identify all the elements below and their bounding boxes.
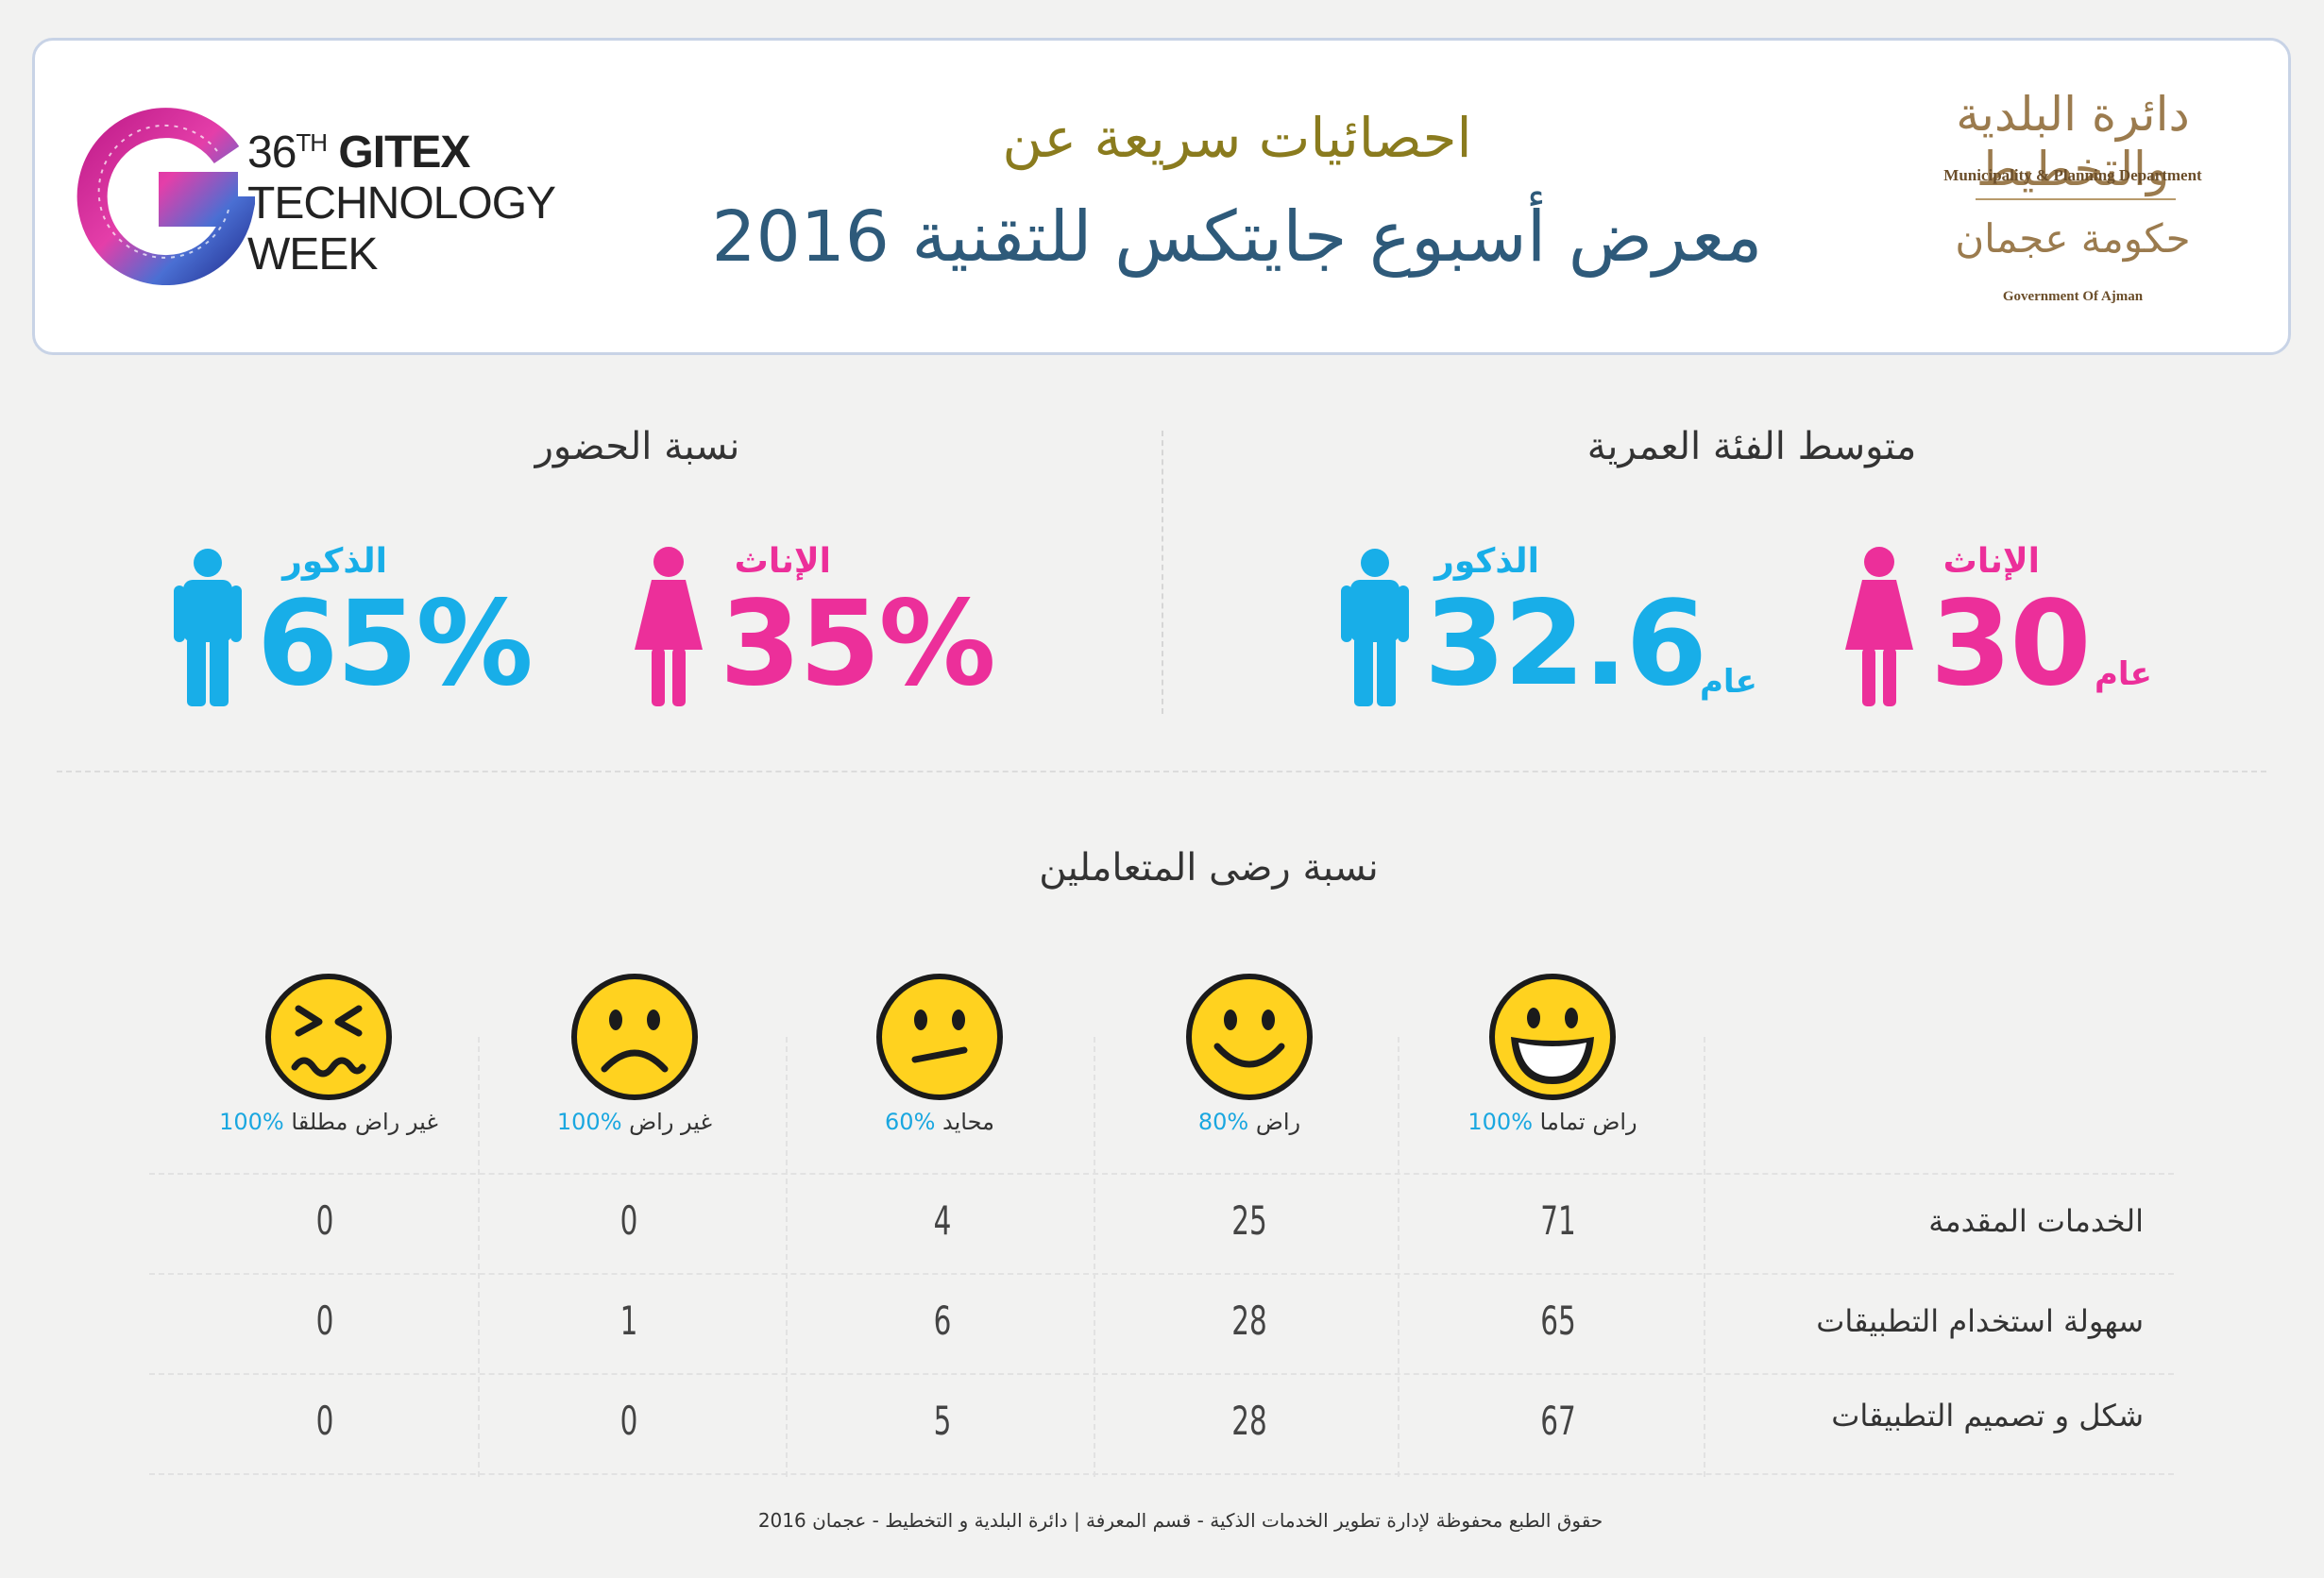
table-cell: 0 [315, 1298, 334, 1344]
column-separator [786, 1037, 788, 1477]
attendance-female-value: 35% [720, 576, 996, 712]
age-title: متوسط الفئة العمرية [1586, 425, 1917, 468]
gitex-line1: 36TH GITEX [247, 127, 470, 178]
age-female-label: الإناث [1942, 542, 2040, 581]
gitex-logo-icon [76, 108, 255, 285]
org-en-government: Government Of Ajman [2002, 289, 2144, 304]
age-female-unit: عام [2095, 655, 2152, 693]
satisfaction-title: نسبة رضى المتعاملين [1039, 846, 1379, 890]
age-female-value: 30 [1930, 576, 2092, 712]
header-subtitle: احصائيات سريعة عن [1002, 106, 1472, 170]
neutral-face-icon [876, 974, 1003, 1100]
footer-copyright: حقوق الطبع محفوظة لإدارة تطوير الخدمات ا… [757, 1509, 1603, 1532]
row-separator [149, 1373, 2174, 1375]
section-divider-horizontal [57, 771, 2266, 772]
column-separator [1398, 1037, 1399, 1477]
male-person-icon [1341, 549, 1409, 706]
table-cell: 0 [315, 1398, 334, 1444]
org-ar-department: دائرة البلدية والتخطيط [1956, 87, 2190, 196]
very-unhappy-face-icon [265, 974, 392, 1100]
gitex-line3: WEEK [247, 229, 378, 280]
table-cell: 28 [1231, 1298, 1267, 1344]
row-label: الخدمات المقدمة [1928, 1203, 2144, 1239]
age-male-unit: عام [1700, 663, 1757, 701]
attendance-male-label: الذكور [282, 542, 387, 581]
table-cell: 65 [1540, 1298, 1576, 1344]
column-separator [478, 1037, 480, 1477]
row-label: شكل و تصميم التطبيقات [1831, 1398, 2144, 1434]
table-cell: 0 [619, 1197, 638, 1244]
column-separator [1704, 1037, 1705, 1477]
org-en-department: Municipality & Planning Department [1943, 166, 2202, 184]
page-title: معرض أسبوع جايتكس للتقنية 2016 [711, 196, 1763, 278]
column-label: 100% غير راض [556, 1109, 713, 1135]
row-separator [149, 1173, 2174, 1175]
column-label: 100% غير راض مطلقا [219, 1109, 438, 1135]
age-male-label: الذكور [1434, 542, 1539, 581]
column-label: 60% محايد [885, 1109, 994, 1135]
table-cell: 4 [933, 1197, 952, 1244]
attendance-title: نسبة الحضور [534, 425, 740, 468]
section-divider-vertical [1162, 431, 1163, 714]
female-person-icon [1845, 547, 1913, 706]
table-cell: 28 [1231, 1398, 1267, 1444]
table-cell: 1 [619, 1298, 638, 1344]
age-male-value: 32.6 [1424, 576, 1707, 712]
header-card [32, 38, 2291, 355]
row-separator [149, 1273, 2174, 1275]
table-cell: 0 [619, 1398, 638, 1444]
column-label: 80% راض [1197, 1109, 1301, 1135]
table-cell: 5 [933, 1398, 952, 1444]
table-cell: 25 [1231, 1197, 1267, 1244]
org-divider [1976, 198, 2176, 200]
org-ar-government: حكومة عجمان [1955, 215, 2191, 262]
attendance-female-label: الإناث [734, 542, 831, 581]
column-separator [1094, 1037, 1095, 1477]
table-cell: 71 [1540, 1197, 1576, 1244]
male-person-icon [174, 549, 242, 706]
row-separator [149, 1473, 2174, 1475]
column-label: 100% راض تماما [1467, 1109, 1637, 1135]
happy-face-icon [1186, 974, 1313, 1100]
gitex-line2: TECHNOLOGY [247, 178, 556, 229]
very-happy-face-icon [1489, 974, 1616, 1100]
row-label: سهولة استخدام التطبيقات [1816, 1303, 2144, 1339]
female-person-icon [635, 547, 703, 706]
attendance-male-value: 65% [257, 576, 534, 712]
table-cell: 0 [315, 1197, 334, 1244]
table-cell: 6 [933, 1298, 952, 1344]
sad-face-icon [571, 974, 698, 1100]
table-cell: 67 [1540, 1398, 1576, 1444]
